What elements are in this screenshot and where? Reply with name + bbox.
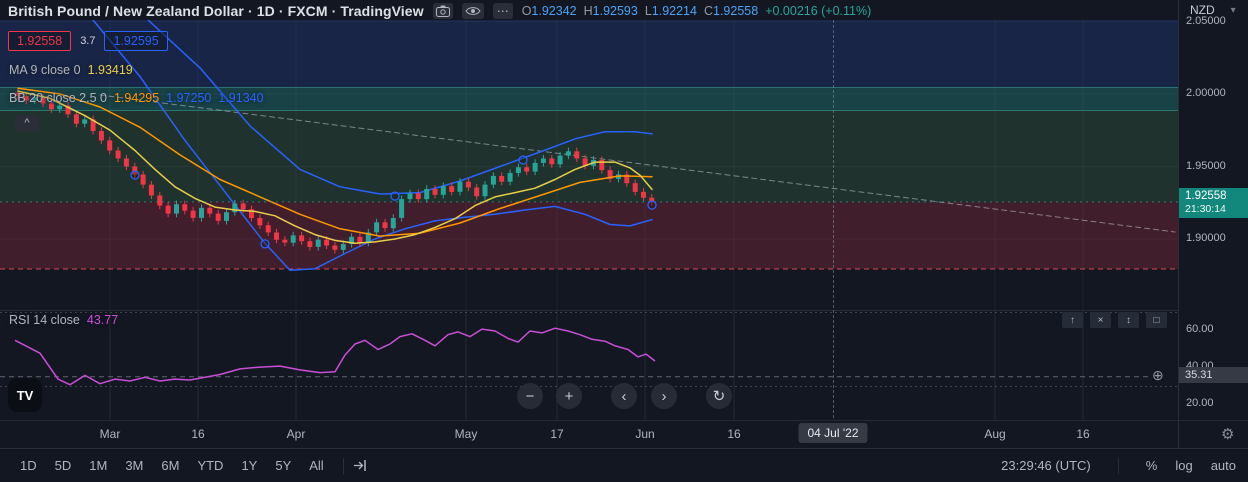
close-label: C bbox=[703, 3, 713, 18]
ma-legend[interactable]: MA 9 close 0 1.93419 bbox=[9, 63, 133, 77]
time-axis-label: Aug bbox=[984, 427, 1006, 441]
ma-legend-value: 1.93419 bbox=[87, 63, 133, 77]
close-value: 1.92558 bbox=[713, 3, 759, 18]
range-button[interactable]: YTD bbox=[189, 455, 231, 476]
selected-date-line bbox=[833, 20, 834, 418]
percent-scale-button[interactable]: % bbox=[1145, 458, 1158, 473]
bid-price-button[interactable]: 1.92558 bbox=[8, 31, 72, 51]
range-button[interactable]: 3M bbox=[117, 455, 151, 476]
selected-date-badge: 04 Jul '22 bbox=[798, 423, 868, 443]
spread-value: 3.7 bbox=[80, 35, 96, 47]
price-axis-label: 1.90000 bbox=[1186, 232, 1226, 244]
rsi-level-badge: 35.31 bbox=[1179, 366, 1248, 383]
chevron-down-icon: ▾ bbox=[1230, 4, 1236, 16]
range-buttons: 1D 5D 1M 3M 6M YTD 1Y 5Y All bbox=[12, 455, 334, 476]
high-value: 1.92593 bbox=[592, 3, 638, 18]
low-value: 1.92214 bbox=[651, 3, 697, 18]
open-label: O bbox=[521, 3, 532, 18]
change-value: +0.00216 (+0.11%) bbox=[765, 3, 872, 18]
bb-lower-value: 1.91340 bbox=[218, 91, 264, 105]
auto-scale-button[interactable]: auto bbox=[1210, 458, 1236, 473]
log-scale-button[interactable]: log bbox=[1175, 458, 1193, 473]
range-button[interactable]: All bbox=[301, 455, 331, 476]
time-axis-separator bbox=[0, 420, 1248, 421]
time-axis-label: 16 bbox=[191, 427, 205, 441]
reset-chart-button[interactable]: ↻ bbox=[706, 383, 732, 409]
bar-countdown: 21:30:14 bbox=[1185, 202, 1226, 215]
price-axis-label: 2.05000 bbox=[1186, 14, 1226, 27]
scroll-forward-button[interactable]: › bbox=[651, 383, 677, 409]
time-axis-label: 16 bbox=[727, 427, 741, 441]
time-axis-label: Apr bbox=[286, 427, 306, 441]
last-price-value: 1.92558 bbox=[1185, 189, 1227, 202]
move-pane-up-icon[interactable]: ↑ bbox=[1062, 312, 1083, 328]
add-alert-plus-icon[interactable]: ⊕ bbox=[1152, 367, 1164, 383]
bb-legend[interactable]: BB 20 close 2.5 0 1.94295 1.97250 1.9134… bbox=[9, 91, 264, 105]
rsi-legend[interactable]: RSI 14 close 43.77 bbox=[9, 313, 118, 327]
chart-header: British Pound / New Zealand Dollar · 1D … bbox=[0, 0, 871, 21]
bb-legend-label: BB 20 close 2.5 0 bbox=[9, 91, 107, 105]
collapse-pane-icon[interactable]: ↕ bbox=[1118, 312, 1139, 328]
quote-row: 1.92558 3.7 1.92595 bbox=[8, 31, 168, 51]
time-axis-label: 17 bbox=[550, 427, 564, 441]
last-price-badge: 1.92558 21:30:14 bbox=[1179, 187, 1248, 218]
range-button[interactable]: 5D bbox=[47, 455, 80, 476]
bb-basis-value: 1.94295 bbox=[113, 91, 160, 105]
gear-icon[interactable]: ⚙ bbox=[1221, 426, 1235, 443]
range-button[interactable]: 6M bbox=[153, 455, 187, 476]
rsi-legend-value: 43.77 bbox=[86, 313, 119, 327]
price-chart-canvas[interactable] bbox=[0, 20, 1178, 420]
rsi-chart-canvas[interactable] bbox=[0, 311, 1178, 421]
time-axis-label: May bbox=[454, 427, 478, 441]
price-chart-pane[interactable] bbox=[0, 20, 1178, 420]
rsi-axis-label: 20.00 bbox=[1186, 397, 1214, 409]
bb-upper-value: 1.97250 bbox=[166, 91, 212, 105]
maximize-pane-icon[interactable]: □ bbox=[1146, 312, 1167, 328]
range-button[interactable]: 5Y bbox=[267, 455, 299, 476]
currency-label: NZD bbox=[1190, 3, 1215, 17]
zoom-in-button[interactable]: + bbox=[556, 383, 582, 409]
bottom-toolbar: 1D 5D 1M 3M 6M YTD 1Y 5Y All 23:29:46 (UTC) % lo… bbox=[0, 448, 1248, 482]
open-value: 1.92342 bbox=[531, 3, 577, 18]
ohlc-readout: O1.92342 H1.92593 L1.92214 C1.92558 +0.0… bbox=[522, 4, 872, 18]
snapshot-camera-icon[interactable] bbox=[432, 2, 453, 19]
axis-currency-dropdown[interactable]: NZD ▾ bbox=[1190, 0, 1236, 20]
toolbar-divider bbox=[342, 457, 344, 474]
clock-utc[interactable]: 23:29:46 (UTC) bbox=[1001, 458, 1091, 473]
rsi-pane-toolbar: ↑ × ↕ □ bbox=[1062, 312, 1167, 328]
time-axis-label: Jun bbox=[635, 427, 655, 441]
range-button[interactable]: 1M bbox=[81, 455, 115, 476]
time-axis[interactable]: 04 Jul '22 Mar 16 Apr May 17 Jun 16 Aug 16 bbox=[0, 420, 1178, 448]
toolbar-divider bbox=[1117, 457, 1119, 474]
ma-legend-label: MA 9 close 0 bbox=[9, 63, 81, 77]
price-axis-label: 2.00000 bbox=[1186, 87, 1226, 99]
range-button[interactable]: 1Y bbox=[233, 455, 265, 476]
low-label: L bbox=[644, 3, 652, 18]
rsi-pane[interactable] bbox=[0, 310, 1178, 421]
collapse-legend-button[interactable]: ^ bbox=[15, 115, 39, 132]
scroll-back-button[interactable]: ‹ bbox=[611, 383, 637, 409]
ask-price-button[interactable]: 1.92595 bbox=[104, 31, 168, 51]
tradingview-logo[interactable]: TV bbox=[8, 378, 42, 412]
high-label: H bbox=[583, 3, 593, 18]
price-axis-label: 1.95000 bbox=[1186, 159, 1226, 172]
close-pane-icon[interactable]: × bbox=[1090, 312, 1111, 328]
time-axis-label: 16 bbox=[1076, 427, 1090, 441]
range-button[interactable]: 1D bbox=[12, 455, 45, 476]
go-to-date-icon[interactable] bbox=[353, 459, 368, 472]
zoom-out-button[interactable]: − bbox=[517, 383, 543, 409]
symbol-title[interactable]: British Pound / New Zealand Dollar · 1D … bbox=[8, 2, 424, 19]
more-options-icon[interactable]: ⋯ bbox=[492, 2, 513, 19]
rsi-legend-label: RSI 14 close bbox=[9, 313, 80, 327]
time-axis-label: Mar bbox=[99, 427, 121, 441]
rsi-axis-label: 60.00 bbox=[1186, 323, 1214, 335]
visibility-eye-icon[interactable] bbox=[461, 2, 484, 19]
